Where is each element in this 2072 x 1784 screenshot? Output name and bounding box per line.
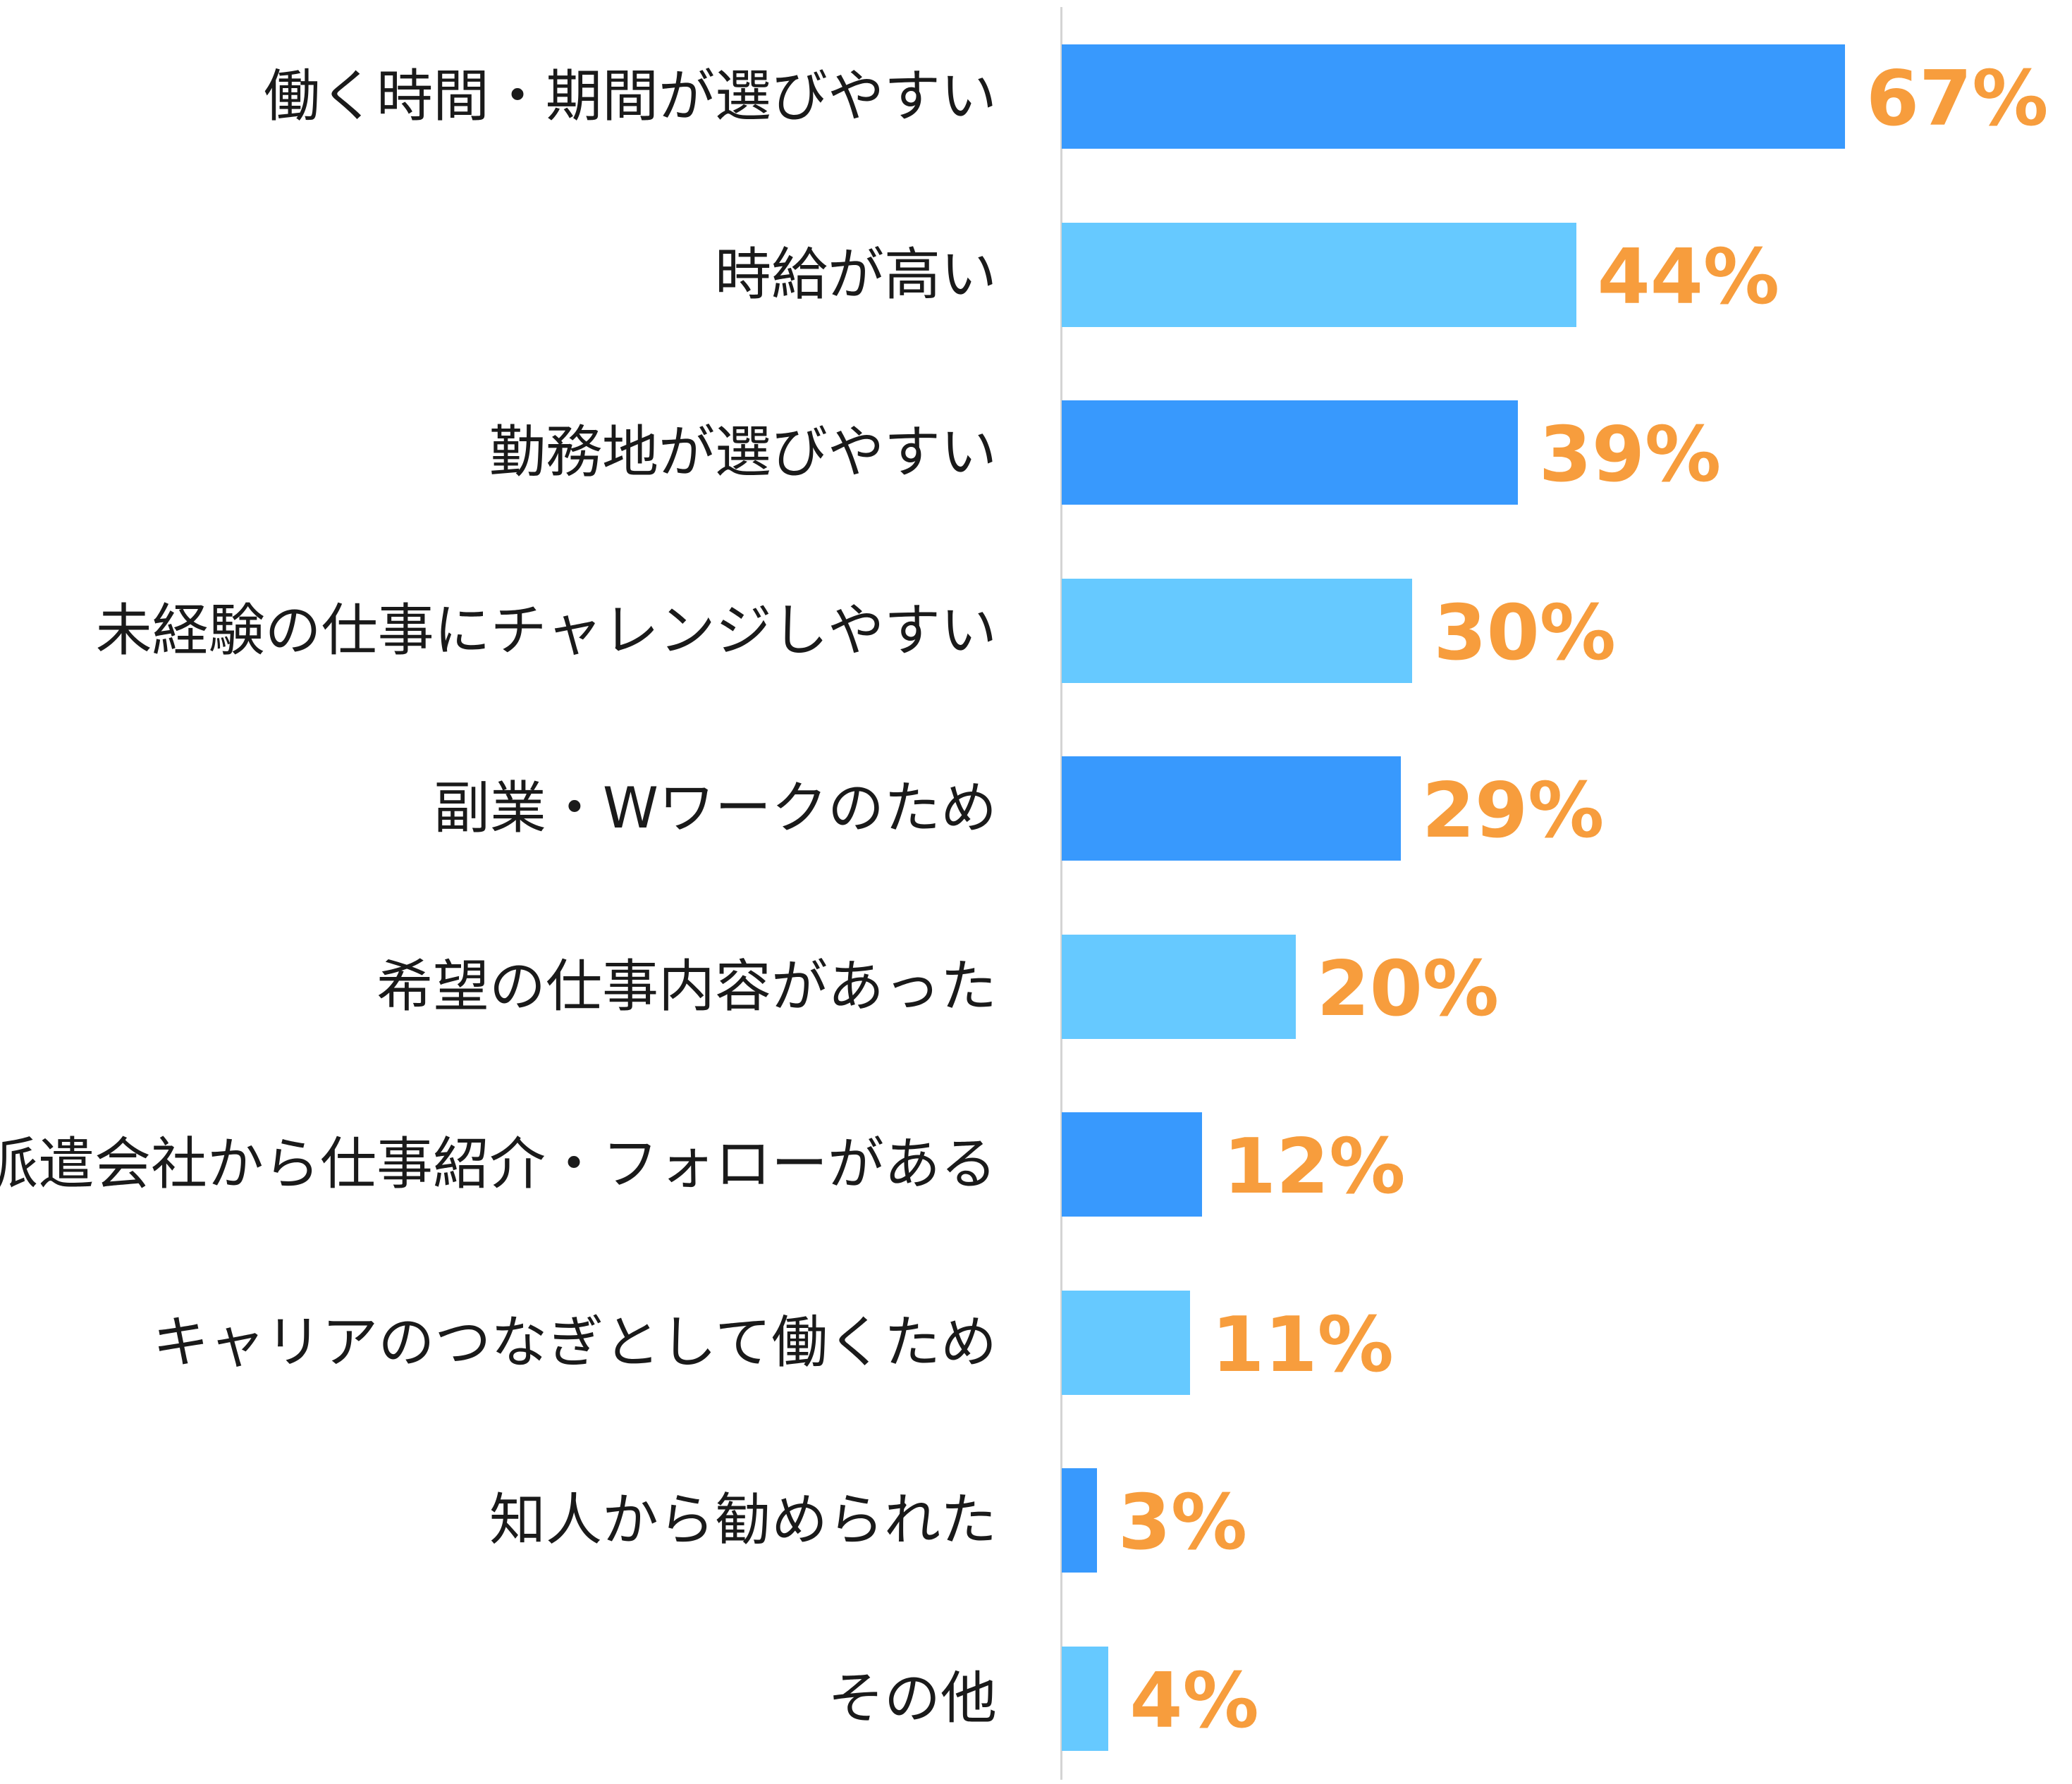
value-label: 39% xyxy=(1538,411,1722,499)
value-label: 3% xyxy=(1117,1479,1248,1567)
category-label: 希望の仕事内容があった xyxy=(376,953,997,1019)
bar xyxy=(1062,578,1413,683)
bar xyxy=(1062,44,1845,149)
y-axis-line xyxy=(1060,7,1062,1780)
bar xyxy=(1062,934,1296,1039)
value-label: 30% xyxy=(1433,589,1616,677)
category-label: キャリアのつなぎとして働くため xyxy=(152,1309,997,1375)
bar xyxy=(1062,400,1518,505)
value-label: 67% xyxy=(1866,55,2049,143)
category-label: 働く時間・期間が選びやすい xyxy=(264,63,997,129)
category-label: 知人から勧められた xyxy=(489,1487,997,1553)
value-label: 4% xyxy=(1129,1656,1259,1745)
value-label: 20% xyxy=(1316,945,1500,1033)
category-label: 副業・Wワークのため xyxy=(433,775,997,841)
category-label: その他 xyxy=(828,1665,997,1731)
category-label: 未経験の仕事にチャレンジしやすい xyxy=(95,597,997,663)
bar xyxy=(1062,1290,1191,1395)
bar xyxy=(1062,1468,1097,1573)
category-label: 派遣会社から仕事紹介・フォローがある xyxy=(0,1131,997,1197)
category-label: 時給が高い xyxy=(715,241,997,307)
value-label: 11% xyxy=(1211,1300,1394,1389)
value-label: 12% xyxy=(1222,1123,1406,1211)
bar xyxy=(1062,1646,1109,1751)
bar xyxy=(1062,756,1401,861)
bar xyxy=(1062,222,1576,327)
bar xyxy=(1062,1112,1202,1217)
category-label: 勤務地が選びやすい xyxy=(489,419,997,485)
value-label: 44% xyxy=(1597,233,1780,321)
value-label: 29% xyxy=(1421,767,1605,855)
